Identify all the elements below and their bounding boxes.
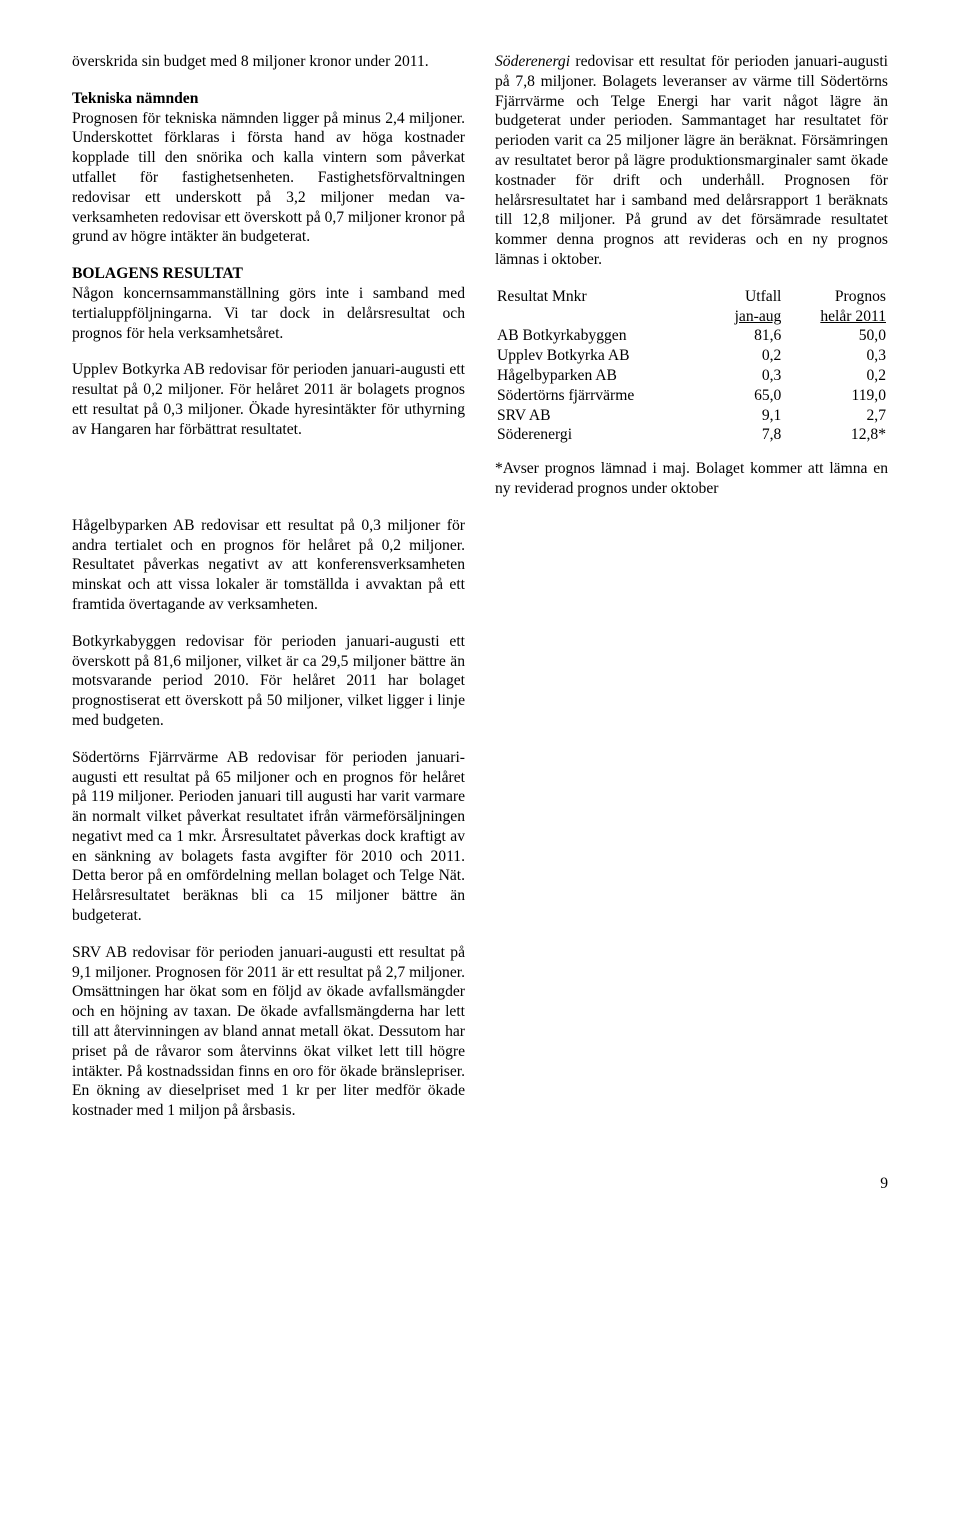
sodertorns-paragraph: Södertörns Fjärrvärme AB redovisar för p… — [72, 748, 465, 926]
table-subheader-blank — [495, 307, 707, 327]
table-cell-value: 65,0 — [707, 386, 783, 406]
table-cell-value: 0,2 — [783, 366, 888, 386]
table-row: AB Botkyrkabyggen 81,6 50,0 — [495, 326, 888, 346]
intro-paragraph: överskrida sin budget med 8 miljoner kro… — [72, 52, 465, 72]
botkyrkabyggen-paragraph: Botkyrkabyggen redovisar för perioden ja… — [72, 632, 465, 731]
table-cell-label: Hågelbyparken AB — [495, 366, 707, 386]
table-cell-value: 12,8* — [783, 425, 888, 445]
soderenergi-name: Söderenergi — [495, 53, 570, 70]
table-cell-value: 9,1 — [707, 406, 783, 426]
upplev-paragraph: Upplev Botkyrka AB redovisar för periode… — [72, 360, 465, 439]
table-cell-label: AB Botkyrkabyggen — [495, 326, 707, 346]
lower-section: Hågelbyparken AB redovisar ett resultat … — [72, 516, 888, 1138]
bolagens-paragraph: BOLAGENS RESULTAT Någon koncernsammanstä… — [72, 264, 465, 343]
two-column-section: överskrida sin budget med 8 miljoner kro… — [72, 52, 888, 516]
table-cell-label: SRV AB — [495, 406, 707, 426]
table-row: Södertörns fjärrvärme 65,0 119,0 — [495, 386, 888, 406]
lower-left-column: Hågelbyparken AB redovisar ett resultat … — [72, 516, 465, 1138]
table-subheader-janaug: jan-aug — [707, 307, 783, 327]
soderenergi-body: redovisar ett resultat för perioden janu… — [495, 53, 888, 268]
page-number: 9 — [72, 1138, 888, 1194]
table-header-label: Resultat Mnkr — [495, 287, 707, 307]
table-cell-value: 2,7 — [783, 406, 888, 426]
table-cell-label: Södertörns fjärrvärme — [495, 386, 707, 406]
bolagens-heading: BOLAGENS RESULTAT — [72, 265, 243, 282]
table-cell-value: 119,0 — [783, 386, 888, 406]
tekniska-body: Prognosen för tekniska nämnden ligger på… — [72, 110, 465, 246]
table-cell-value: 81,6 — [707, 326, 783, 346]
table-cell-value: 50,0 — [783, 326, 888, 346]
table-cell-value: 0,3 — [707, 366, 783, 386]
table-cell-value: 0,2 — [707, 346, 783, 366]
table-cell-value: 7,8 — [707, 425, 783, 445]
srv-paragraph: SRV AB redovisar för perioden januari-au… — [72, 943, 465, 1121]
table-subheader-row: jan-aug helår 2011 — [495, 307, 888, 327]
tekniska-paragraph: Tekniska nämnden Prognosen för tekniska … — [72, 89, 465, 247]
document-page: överskrida sin budget med 8 miljoner kro… — [0, 0, 960, 1234]
lower-right-column — [495, 516, 888, 1138]
table-header-utfall: Utfall — [707, 287, 783, 307]
table-cell-label: Upplev Botkyrka AB — [495, 346, 707, 366]
table-row: SRV AB 9,1 2,7 — [495, 406, 888, 426]
footnote-paragraph: *Avser prognos lämnad i maj. Bolaget kom… — [495, 459, 888, 499]
table-row: Hågelbyparken AB 0,3 0,2 — [495, 366, 888, 386]
table-header-row: Resultat Mnkr Utfall Prognos — [495, 287, 888, 307]
tekniska-heading: Tekniska nämnden — [72, 90, 198, 107]
soderenergi-paragraph: Söderenergi redovisar ett resultat för p… — [495, 52, 888, 270]
hagelby-paragraph: Hågelbyparken AB redovisar ett resultat … — [72, 516, 465, 615]
results-table: Resultat Mnkr Utfall Prognos jan-aug hel… — [495, 287, 888, 445]
bolagens-intro: Någon koncernsammanställning görs inte i… — [72, 285, 465, 342]
table-header-prognos: Prognos — [783, 287, 888, 307]
table-cell-label: Söderenergi — [495, 425, 707, 445]
right-column: Söderenergi redovisar ett resultat för p… — [495, 52, 888, 516]
left-column: överskrida sin budget med 8 miljoner kro… — [72, 52, 465, 516]
table-subheader-helar: helår 2011 — [783, 307, 888, 327]
table-row: Upplev Botkyrka AB 0,2 0,3 — [495, 346, 888, 366]
table-row: Söderenergi 7,8 12,8* — [495, 425, 888, 445]
table-cell-value: 0,3 — [783, 346, 888, 366]
